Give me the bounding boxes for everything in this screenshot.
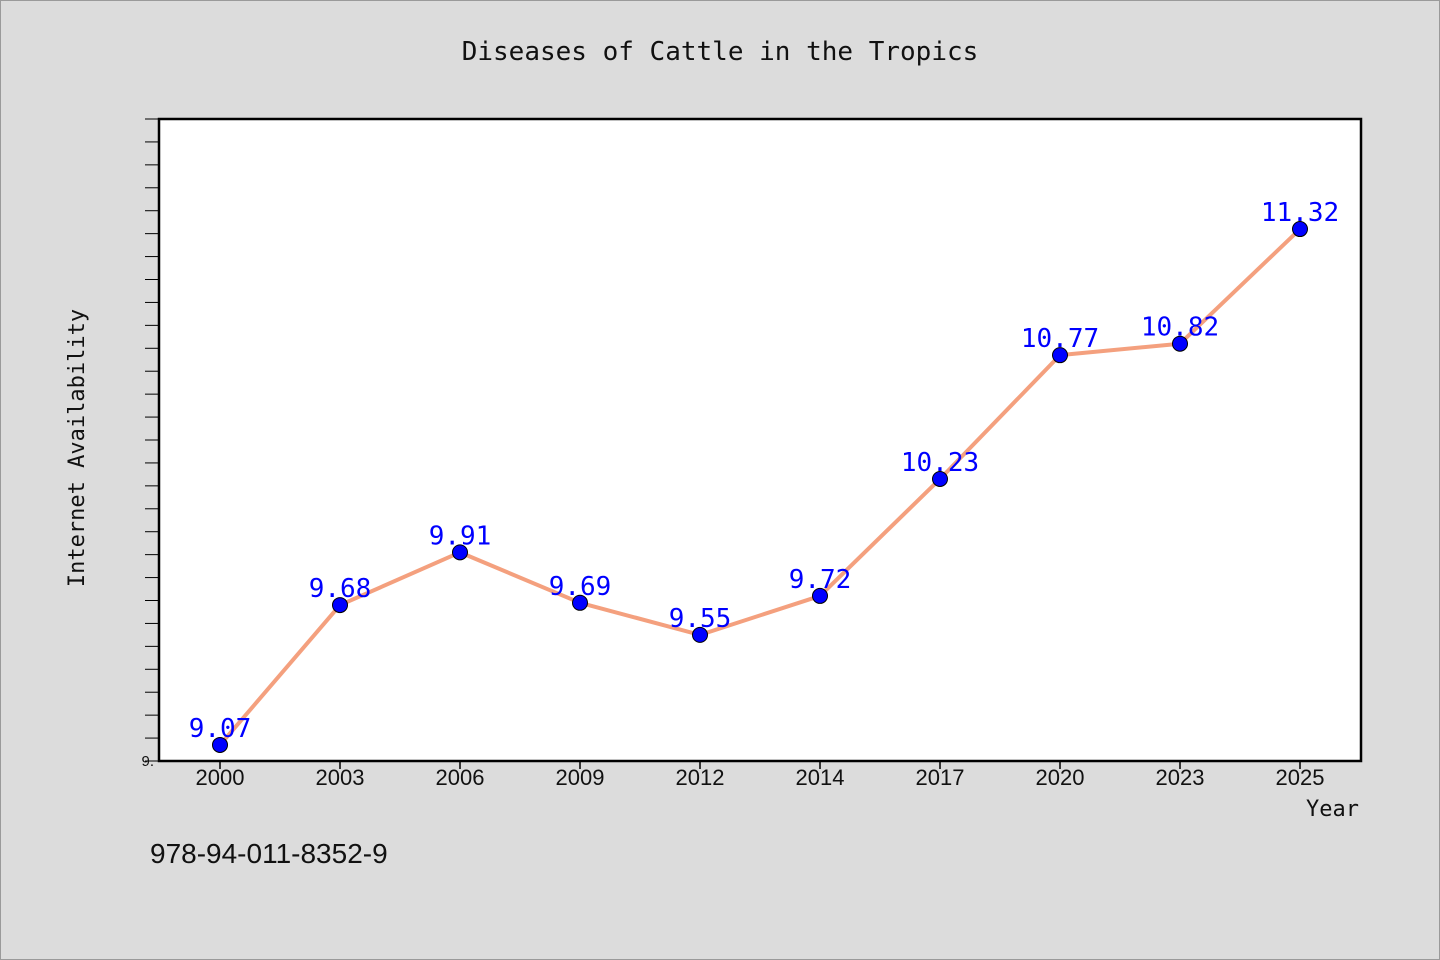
data-labels: 9.07 9.68 9.91 9.69 9.55 9.72 10.23 10.77 10.82 1… [189, 198, 1339, 744]
plot-area [157, 117, 1363, 763]
x-tick-label: 2014 [796, 765, 845, 790]
x-tick-label: 2006 [436, 765, 485, 790]
data-point [452, 544, 468, 561]
series-line-path [218, 227, 1302, 747]
x-tick-label: 2009 [556, 765, 605, 790]
x-axis-label: Year [1306, 797, 1359, 822]
data-label: 9.68 [309, 574, 372, 604]
series-line [218, 227, 1302, 747]
data-label: 9.55 [669, 604, 732, 634]
x-axis-ticks [219, 761, 1301, 769]
data-point [1052, 347, 1068, 364]
data-markers [212, 221, 1308, 753]
x-tick-label: 2023 [1156, 765, 1205, 790]
data-point [812, 587, 828, 604]
y-axis-ticks [145, 118, 159, 762]
y-axis-label: Internet Availability [65, 309, 90, 587]
data-point [332, 597, 348, 614]
data-label: 11.32 [1261, 198, 1339, 228]
isbn-text: 978-94-011-8352-9 [150, 838, 388, 869]
x-tick-label: 2003 [316, 765, 365, 790]
data-label: 9.91 [429, 521, 492, 551]
x-tick-label: 2000 [196, 765, 245, 790]
x-tick-label: 2012 [676, 765, 725, 790]
data-point [932, 470, 948, 487]
x-tick-label: 2025 [1276, 765, 1325, 790]
data-label: 9.72 [789, 565, 852, 595]
data-point [1172, 335, 1188, 352]
data-point [572, 594, 588, 611]
chart-title: Diseases of Cattle in the Tropics [462, 37, 979, 67]
x-axis-tick-labels: 2000 2003 2006 2009 2012 2014 2017 2020 2023 2025 [196, 765, 1325, 790]
data-label: 10.23 [901, 448, 979, 478]
x-tick-label: 2020 [1036, 765, 1085, 790]
data-label: 9.07 [189, 714, 252, 744]
x-tick-label: 2017 [916, 765, 965, 790]
data-point [692, 626, 708, 643]
data-label: 10.77 [1021, 324, 1099, 354]
data-label: 9.69 [549, 572, 612, 602]
data-point [212, 736, 228, 753]
data-label: 10.82 [1141, 313, 1219, 343]
data-point [1292, 221, 1308, 238]
y-tick-label: 9. [141, 753, 154, 770]
